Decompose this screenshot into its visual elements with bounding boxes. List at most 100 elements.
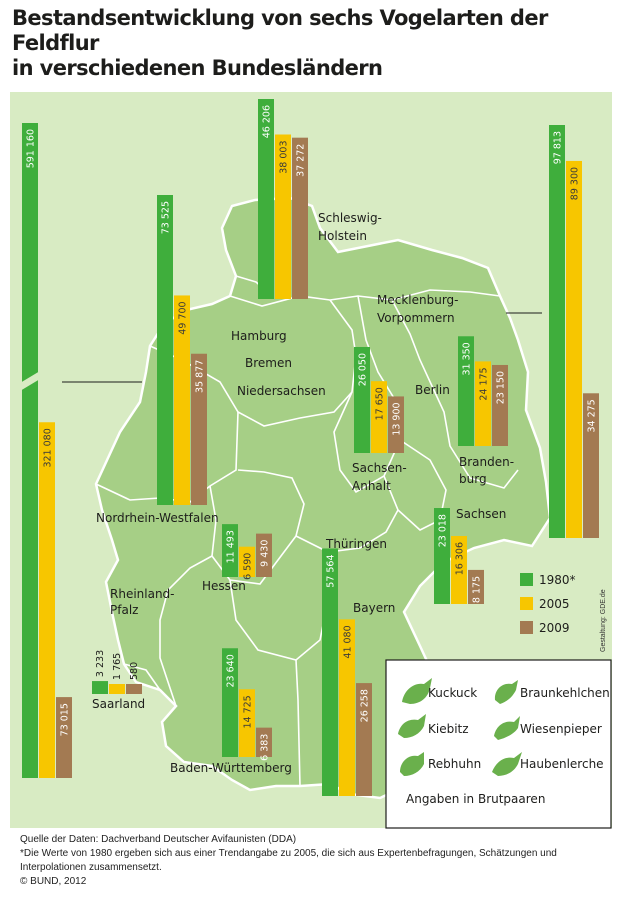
bar-nordrhein-westfalen-2	[191, 353, 207, 505]
bar-saarland-0	[92, 681, 108, 694]
label-meck-1: Mecklenburg-	[377, 293, 459, 307]
bar-label-niedersachsen-2: 73 015	[60, 703, 71, 736]
bar-hessen-1	[239, 546, 255, 577]
bar-label-nordrhein-westfalen-1: 49 700	[178, 301, 189, 334]
bar-label-baden-w-rttemberg-0: 23 640	[226, 654, 237, 687]
bar-label-hessen-2: 9 430	[260, 540, 271, 567]
bar-label-sachsen-2: 8 175	[472, 576, 483, 603]
bar-label-sachsen-0: 23 018	[438, 514, 449, 547]
bar-sachsen-anhalt-2	[388, 396, 404, 453]
year-legend: 1980* 2005 2009	[520, 573, 576, 635]
bar-label-bayern-0: 57 564	[326, 554, 337, 587]
bar-mecklenburg-vorpommern-2	[492, 364, 508, 446]
bar-label-nordrhein-westfalen-0: 73 525	[161, 201, 172, 234]
bar-brandenburg-1	[566, 160, 582, 538]
bar-sachsen-1	[451, 536, 467, 604]
bar-mecklenburg-vorpommern-0	[458, 336, 474, 446]
axis-break-niedersachsen	[20, 371, 40, 391]
footer-copyright: © BUND, 2012	[20, 876, 87, 887]
map-label-layer: Schleswig- Holstein Mecklenburg- Vorpomm…	[92, 211, 514, 775]
legend-label-1980: 1980*	[539, 573, 576, 587]
bar-baden-w-rttemberg-0	[222, 648, 238, 757]
design-credit: Gestaltung: GDE.de	[600, 589, 607, 652]
bar-sachsen-0	[434, 508, 450, 604]
bird-label-kuckuck: Kuckuck	[428, 686, 477, 700]
bar-bayern-2	[356, 683, 372, 796]
bird-label-rebhuhn: Rebhuhn	[428, 757, 481, 771]
title-line-2: in verschiedenen Bundesländern	[12, 56, 383, 80]
bar-schleswig-holstein-2	[292, 137, 308, 299]
label-bayern: Bayern	[353, 601, 395, 615]
bar-label-saarland-1: 1 765	[112, 653, 123, 680]
bar-mecklenburg-vorpommern-1	[475, 361, 491, 446]
bar-baden-w-rttemberg-1	[239, 689, 255, 757]
bird-icons	[398, 678, 522, 776]
bird-label-kiebitz: Kiebitz	[428, 722, 469, 736]
lapwing-icon	[398, 714, 426, 738]
bar-brandenburg-2	[583, 393, 599, 538]
bar-label-niedersachsen-0: 591 160	[26, 129, 37, 168]
bar-label-sachsen-1: 16 306	[455, 542, 466, 575]
bird-legend: Kuckuck Braunkehlchen Kiebitz Wiesenpiep…	[385, 659, 612, 829]
bar-saarland-1	[109, 684, 125, 694]
label-schleswig-2: Holstein	[318, 229, 367, 243]
bar-hessen-2	[256, 533, 272, 577]
bar-niedersachsen-0	[22, 123, 38, 778]
bar-label-baden-w-rttemberg-1: 14 725	[243, 695, 254, 728]
legend-label-2009: 2009	[539, 621, 570, 635]
bird-legend-note: Angaben in Brutpaaren	[406, 792, 545, 806]
bar-saarland-2	[126, 684, 142, 694]
bar-label-baden-w-rttemberg-2: 6 383	[260, 734, 271, 761]
bar-label-mecklenburg-vorpommern-0: 31 350	[462, 342, 473, 375]
legend-label-2005: 2005	[539, 597, 570, 611]
footer-source: Quelle der Daten: Dachverband Deutscher …	[20, 834, 297, 845]
legend-swatch-2009	[520, 621, 533, 634]
label-niedersachsen: Niedersachsen	[237, 384, 326, 398]
legend-swatch-1980	[520, 573, 533, 586]
title-line-1: Bestandsentwicklung von sechs Vogelarten…	[12, 6, 548, 55]
label-baden-wuerttemberg: Baden-Württemberg	[170, 761, 292, 775]
cuckoo-icon	[402, 678, 432, 704]
bar-sachsen-anhalt-0	[354, 346, 370, 453]
bar-sachsen-2	[468, 569, 484, 604]
bar-hessen-0	[222, 524, 238, 577]
bar-schleswig-holstein-1	[275, 134, 291, 299]
bar-label-brandenburg-2: 34 275	[587, 399, 598, 432]
label-brandenburg-2: burg	[459, 472, 487, 486]
footer: Quelle der Daten: Dachverband Deutscher …	[20, 833, 557, 889]
label-sachsen: Sachsen	[456, 507, 506, 521]
chart-canvas: 591 160 321 080 73 015 73 525 49 700 35 877 46…	[10, 92, 612, 829]
chart-title: Bestandsentwicklung von sechs Vogelarten…	[12, 6, 624, 81]
bar-niedersachsen-1	[39, 422, 55, 778]
bar-nordrhein-westfalen-1	[174, 295, 190, 505]
label-berlin: Berlin	[415, 383, 450, 397]
bar-label-sachsen-anhalt-2: 13 900	[392, 402, 403, 435]
label-rheinland-1: Rheinland-	[110, 587, 175, 601]
bar-bayern-1	[339, 619, 355, 796]
bar-baden-w-rttemberg-2	[256, 727, 272, 757]
label-thueringen: Thüringen	[325, 537, 387, 551]
label-saarland: Saarland	[92, 697, 145, 711]
bar-label-hessen-1: 6 590	[243, 553, 254, 580]
label-sachsen-anhalt-1: Sachsen-	[352, 461, 407, 475]
bar-label-mecklenburg-vorpommern-2: 23 150	[496, 371, 507, 404]
bar-label-niedersachsen-1: 321 080	[43, 428, 54, 467]
bar-label-brandenburg-0: 97 813	[553, 131, 564, 164]
label-nrw: Nordrhein-Westfalen	[96, 511, 219, 525]
bar-niedersachsen-2	[56, 697, 72, 778]
bar-label-bayern-2: 26 258	[360, 689, 371, 722]
meadow-pipit-icon	[494, 716, 520, 740]
bird-label-wiesenpieper: Wiesenpieper	[520, 722, 602, 736]
bar-schleswig-holstein-0	[258, 99, 274, 299]
whinchat-icon	[494, 680, 518, 704]
bar-layer: 591 160 321 080 73 015 73 525 49 700 35 877 46…	[20, 99, 599, 796]
label-hessen: Hessen	[202, 579, 246, 593]
partridge-icon	[400, 752, 424, 776]
legend-swatch-2005	[520, 597, 533, 610]
bar-label-brandenburg-1: 89 300	[570, 167, 581, 200]
bar-label-saarland-0: 3 233	[95, 650, 106, 677]
state-borders	[95, 275, 519, 787]
bar-label-bayern-1: 41 080	[343, 625, 354, 658]
label-hamburg: Hamburg	[231, 329, 287, 343]
label-schleswig-1: Schleswig-	[318, 211, 382, 225]
